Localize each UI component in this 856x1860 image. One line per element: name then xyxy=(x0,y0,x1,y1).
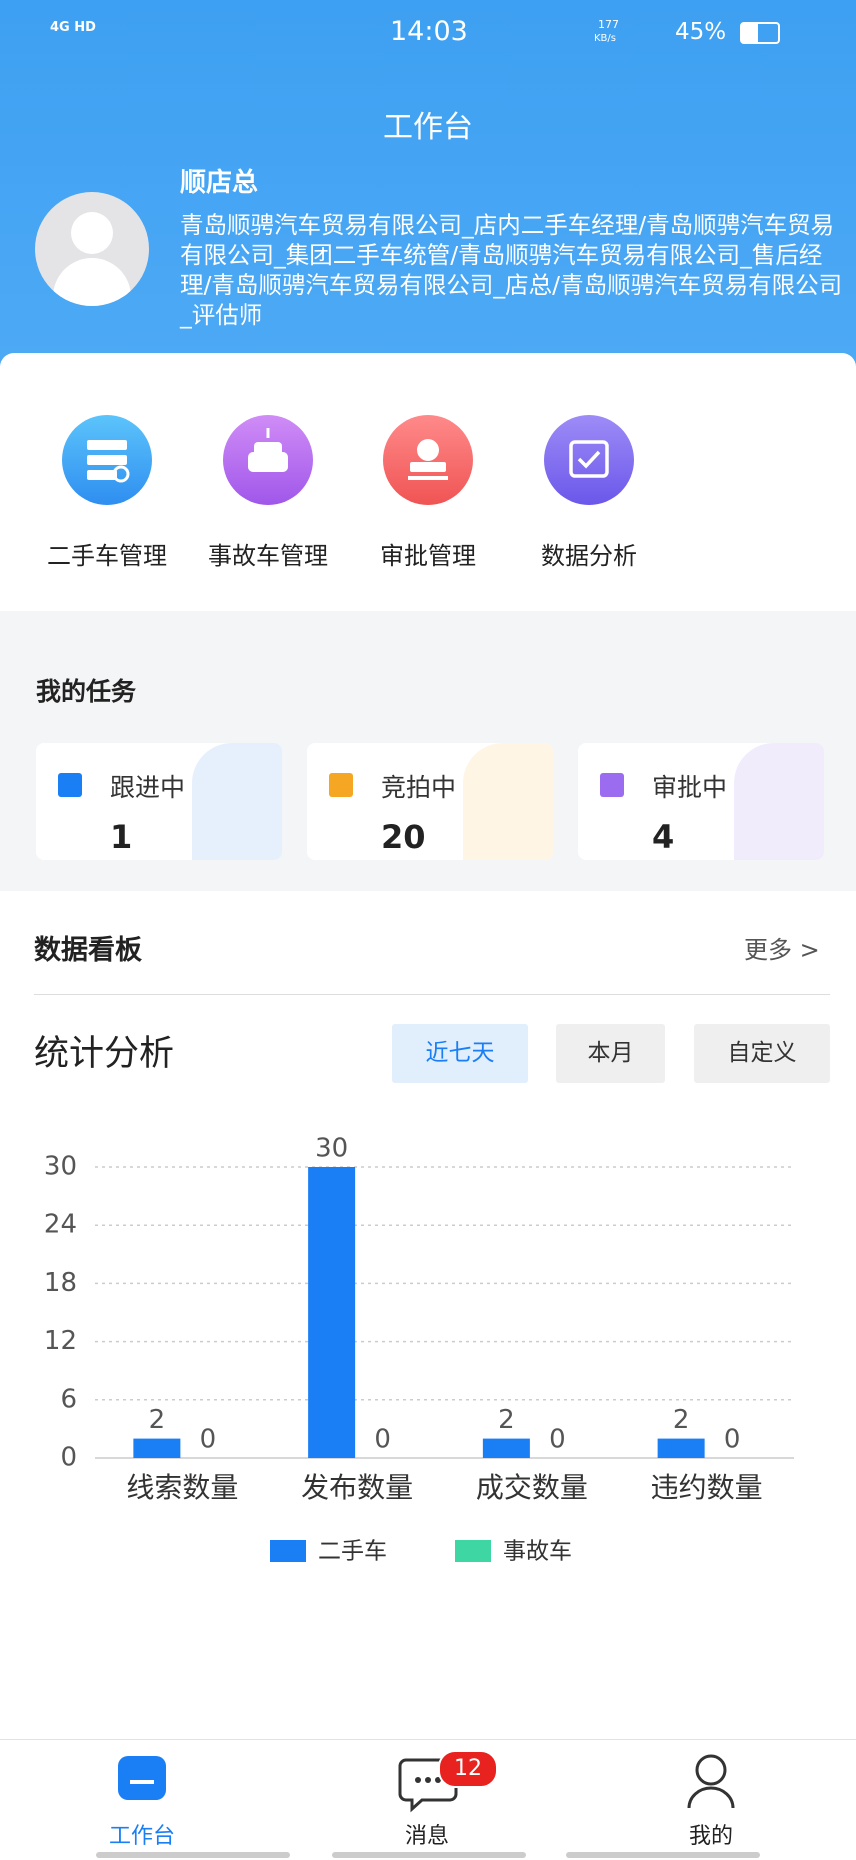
y-tick-label: 30 xyxy=(44,1152,77,1182)
menu-label[interactable]: 二手车管理 xyxy=(47,542,167,570)
x-tick-label: 成交数量 xyxy=(476,1471,588,1504)
chart: 统计分析 0 6 12 18 24 30 线索数量 2 0 发布数量 30 0 成交数量 2 0 违约数量 2 0… xyxy=(34,1034,794,1565)
menu-icons xyxy=(62,415,634,505)
page-title: 工作台 xyxy=(383,110,473,145)
bar xyxy=(482,1438,530,1458)
icon-analysis[interactable] xyxy=(544,415,634,505)
gesture-bar xyxy=(96,1852,290,1858)
nav-icon-me[interactable] xyxy=(687,1754,735,1809)
avatar[interactable] xyxy=(35,192,149,306)
task-label: 竞拍中 xyxy=(381,773,457,802)
task-card[interactable] xyxy=(307,743,553,860)
menu-label[interactable]: 事故车管理 xyxy=(208,542,328,570)
task-label: 跟进中 xyxy=(110,773,186,802)
nav-border xyxy=(0,1739,856,1740)
task-icon xyxy=(329,773,353,797)
icon-accident-car[interactable] xyxy=(223,415,313,505)
icon-approval[interactable] xyxy=(383,415,473,505)
task-icon xyxy=(600,773,624,797)
message-badge: 12 xyxy=(438,1750,498,1788)
value-label: 0 xyxy=(200,1425,217,1455)
gesture-bar xyxy=(332,1852,526,1858)
task-icon xyxy=(58,773,82,797)
task-card[interactable] xyxy=(36,743,282,860)
y-tick-label: 24 xyxy=(44,1210,77,1240)
menu-label[interactable]: 审批管理 xyxy=(380,542,476,570)
range-tab[interactable]: 自定义 xyxy=(694,1024,830,1083)
y-tick-label: 6 xyxy=(60,1384,77,1414)
bar xyxy=(308,1167,356,1458)
value-label: 0 xyxy=(549,1425,566,1455)
legend-swatch xyxy=(455,1540,491,1562)
time: 14:03 xyxy=(390,16,468,47)
task-card[interactable] xyxy=(578,743,824,860)
y-tick-label: 18 xyxy=(44,1268,77,1298)
network: 4G HD xyxy=(50,20,96,35)
user-roles: 青岛顺骋汽车贸易有限公司_店内二手车经理/青岛顺骋汽车贸易有限公司_集团二手车统… xyxy=(180,211,843,329)
value-label: 2 xyxy=(673,1405,690,1435)
header-bg xyxy=(0,0,856,400)
nav-label[interactable]: 我的 xyxy=(688,1824,733,1849)
battery: 45% xyxy=(675,19,727,45)
legend-label: 二手车 xyxy=(318,1539,387,1565)
y-tick-label: 12 xyxy=(44,1326,77,1356)
bar xyxy=(657,1438,705,1458)
chart-title: 统计分析 xyxy=(34,1034,174,1074)
divider xyxy=(34,994,830,995)
x-tick-label: 违约数量 xyxy=(651,1471,763,1504)
value-label: 0 xyxy=(724,1425,741,1455)
y-tick-label: 0 xyxy=(60,1443,77,1473)
value-label: 2 xyxy=(149,1405,166,1435)
dashboard-title: 数据看板 xyxy=(34,935,142,966)
task-count: 4 xyxy=(652,818,675,856)
value-label: 0 xyxy=(374,1425,391,1455)
x-tick-label: 线索数量 xyxy=(126,1471,238,1504)
nav-label[interactable]: 工作台 xyxy=(108,1824,175,1849)
task-count: 1 xyxy=(110,818,133,856)
range-tab[interactable]: 本月 xyxy=(556,1024,665,1083)
x-tick-label: 发布数量 xyxy=(301,1471,413,1504)
range-tab[interactable]: 近七天 xyxy=(392,1024,528,1083)
legend-swatch xyxy=(270,1540,306,1562)
task-title: 我的任务 xyxy=(36,677,137,706)
value-label: 2 xyxy=(498,1405,515,1435)
icon-used-car[interactable] xyxy=(62,415,152,505)
gesture-bar xyxy=(566,1852,760,1858)
task-label: 审批中 xyxy=(652,773,728,802)
menu-label[interactable]: 数据分析 xyxy=(541,542,637,570)
task-count: 20 xyxy=(381,818,426,856)
nav-icon-workbench[interactable] xyxy=(118,1756,166,1800)
battery-icon xyxy=(740,22,780,44)
user-name: 顺店总 xyxy=(180,168,259,198)
nav-label[interactable]: 消息 xyxy=(404,1824,449,1849)
more-link[interactable]: 更多 > xyxy=(744,936,820,964)
speed: 177 xyxy=(598,18,619,31)
legend-label: 事故车 xyxy=(503,1539,572,1565)
bar xyxy=(133,1438,181,1458)
speed-unit: KB/s xyxy=(594,33,616,44)
value-label: 30 xyxy=(315,1134,348,1164)
